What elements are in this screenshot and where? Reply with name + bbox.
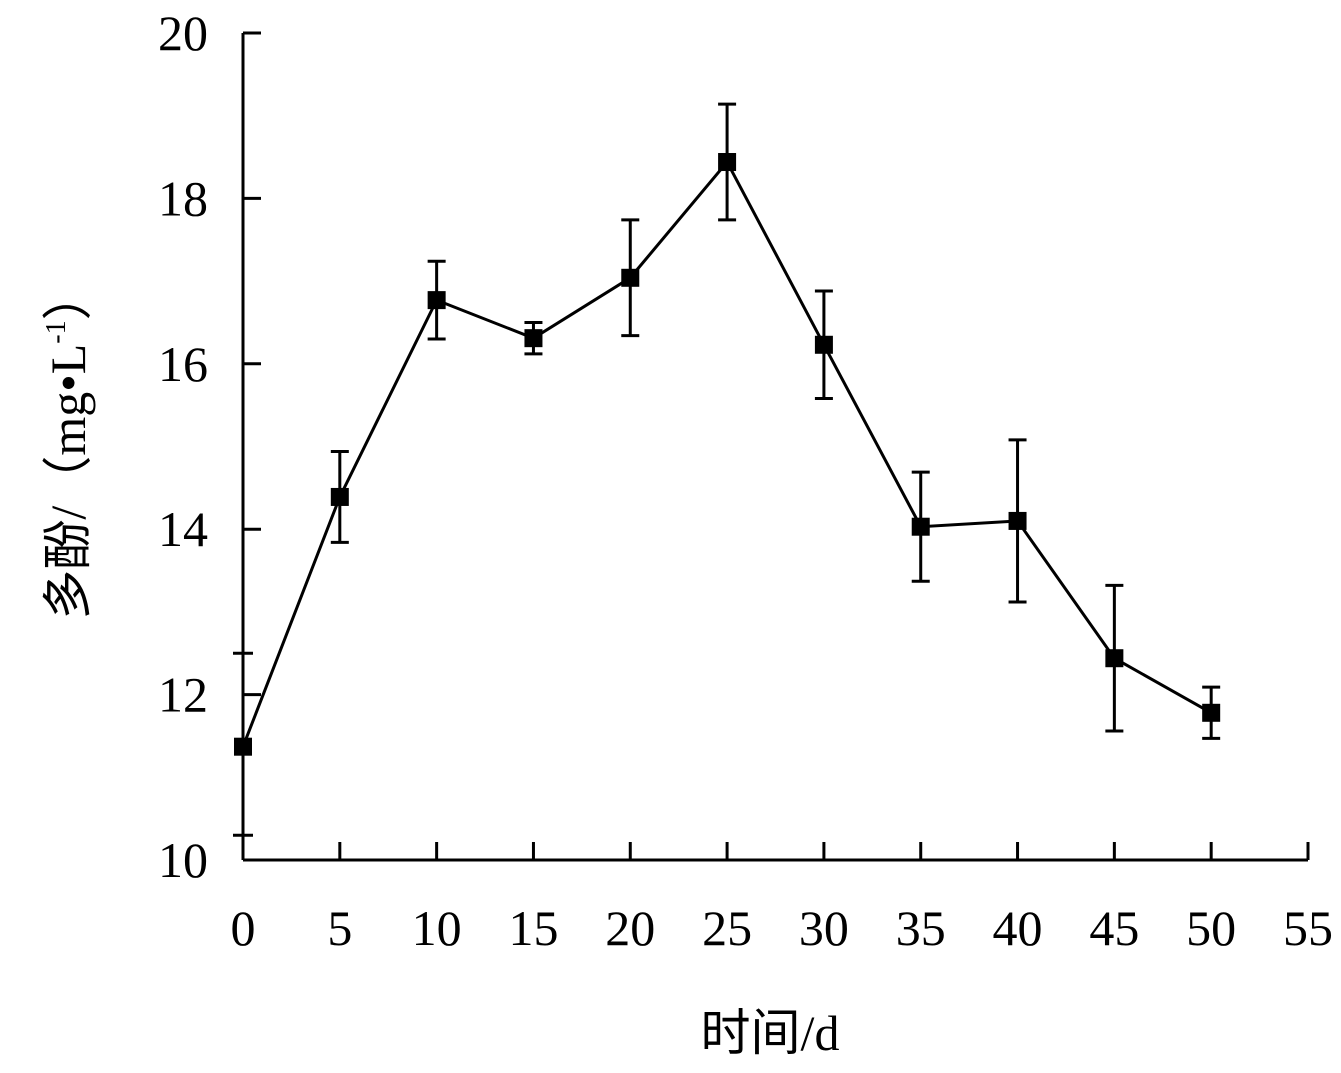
data-point-marker <box>427 291 446 310</box>
data-point-marker <box>911 517 930 536</box>
y-axis-label-main: 多酚/（mg•L <box>40 344 96 620</box>
x-tick-label: 15 <box>508 900 558 956</box>
data-point-marker <box>718 153 737 172</box>
y-tick-label: 12 <box>158 667 208 723</box>
x-tick-label: 55 <box>1283 900 1333 956</box>
y-tick-label: 18 <box>158 170 208 226</box>
x-tick-label: 0 <box>231 900 256 956</box>
x-tick-label: 30 <box>799 900 849 956</box>
y-tick-label: 16 <box>158 336 208 392</box>
y-tick-label: 14 <box>158 501 208 557</box>
data-point-marker <box>814 335 833 354</box>
data-point-marker <box>330 487 349 506</box>
y-tick-label: 20 <box>158 5 208 61</box>
data-point-marker <box>524 329 543 348</box>
x-tick-label: 35 <box>896 900 946 956</box>
x-tick-label: 5 <box>327 900 352 956</box>
x-axis-label: 时间/d <box>701 1005 840 1061</box>
data-point-marker <box>1202 703 1221 722</box>
y-axis-label-close: ） <box>40 270 96 320</box>
tick-labels: 10 12 14 16 18 20 0 5 10 15 20 25 30 35 40 45 50 55 <box>158 5 1333 956</box>
x-tick-label: 20 <box>605 900 655 956</box>
y-axis-label-sup: -1 <box>41 320 72 343</box>
axes <box>233 31 1310 862</box>
y-axis-label: 多酚/（mg•L-1） <box>40 270 96 619</box>
plot-area <box>234 102 1221 756</box>
data-point-marker <box>621 268 640 287</box>
x-tick-label: 45 <box>1089 900 1139 956</box>
x-tick-label: 50 <box>1186 900 1236 956</box>
x-tick-label: 10 <box>412 900 462 956</box>
data-point-marker <box>234 737 252 756</box>
x-tick-label: 40 <box>993 900 1043 956</box>
data-point-marker <box>1008 511 1027 530</box>
series-line <box>241 159 1212 748</box>
data-point-marker <box>1105 649 1124 668</box>
x-tick-label: 25 <box>702 900 752 956</box>
y-tick-label: 10 <box>158 832 208 888</box>
